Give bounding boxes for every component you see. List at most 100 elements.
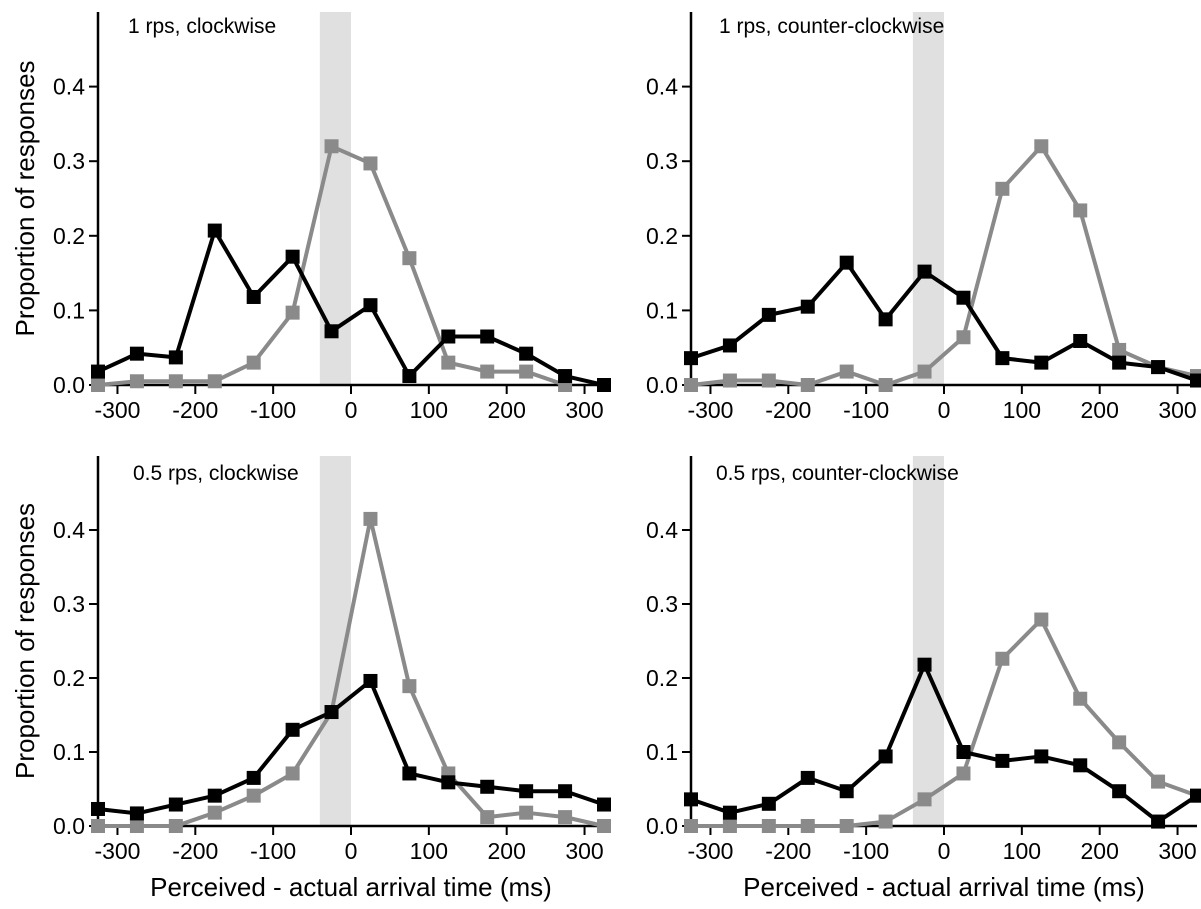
shaded-band (912, 12, 944, 385)
data-point (207, 805, 222, 820)
data-point (363, 511, 378, 526)
data-point (480, 329, 495, 344)
data-point (956, 290, 971, 305)
data-point (878, 378, 893, 392)
y-tick-label: 0.1 (646, 297, 678, 323)
data-point (324, 139, 339, 154)
data-point (91, 801, 105, 816)
data-point (1073, 758, 1088, 773)
data-point (761, 307, 776, 322)
y-axis-label: Proportion of responses (10, 60, 40, 336)
data-point (800, 378, 815, 392)
data-point (363, 298, 378, 313)
data-point (1151, 814, 1166, 829)
data-point (363, 156, 378, 171)
x-tick-label: -300 (687, 838, 733, 864)
data-point (1034, 139, 1049, 154)
panel-2: 0.0 0.1 0.2 0.3 0.4 -300 -200 -100 0 100 200 300 1 r… (646, 12, 1201, 423)
data-point (519, 346, 534, 361)
data-point (956, 766, 971, 781)
x-tick-label: 100 (1003, 397, 1041, 423)
data-point (168, 819, 183, 833)
data-point (558, 369, 573, 384)
data-point (878, 749, 893, 764)
x-tick-label: 0 (938, 397, 951, 423)
data-point (1112, 735, 1127, 750)
x-tick-label: 200 (1081, 838, 1119, 864)
y-tick-label: 0.3 (646, 148, 678, 174)
y-tick-label: 0.4 (646, 74, 678, 100)
data-point (1112, 784, 1127, 799)
panel-title: 0.5 rps, counter-clockwise (716, 462, 959, 485)
data-point (441, 355, 456, 370)
x-tick-label: -200 (765, 397, 811, 423)
data-point (956, 330, 971, 345)
data-point (246, 289, 261, 304)
data-point (761, 373, 776, 388)
data-point (800, 299, 815, 314)
x-tick-label: 0 (345, 397, 358, 423)
data-point (878, 814, 893, 829)
data-point (129, 819, 144, 833)
y-tick-label: 0.3 (53, 148, 85, 174)
data-point (402, 766, 417, 781)
y-tick-label: 0.2 (646, 665, 678, 691)
data-point (761, 819, 776, 833)
data-point (285, 305, 300, 320)
x-tick-label: -300 (687, 397, 733, 423)
data-point (402, 369, 417, 384)
x-tick-label: -100 (250, 838, 296, 864)
data-point (800, 819, 815, 833)
data-point (995, 351, 1010, 366)
y-tick-label: 0.4 (53, 517, 85, 543)
data-point (441, 775, 456, 790)
data-point (558, 784, 573, 799)
data-point (1112, 355, 1127, 370)
data-point (878, 312, 893, 327)
data-point (129, 374, 144, 389)
x-tick-label: -200 (172, 397, 218, 423)
x-tick-label: -100 (843, 397, 889, 423)
panel-title: 1 rps, clockwise (128, 15, 276, 38)
y-tick-label: 0.1 (53, 739, 85, 765)
data-point (1112, 342, 1127, 357)
x-tick-label: -200 (172, 838, 218, 864)
data-point (207, 223, 222, 238)
data-point (1151, 360, 1166, 375)
data-point (722, 338, 737, 353)
data-point (1073, 691, 1088, 706)
y-tick-label: 0.3 (53, 591, 85, 617)
data-point (402, 679, 417, 694)
y-tick-label: 0.2 (53, 665, 85, 691)
data-point (597, 378, 611, 392)
data-point (917, 657, 932, 672)
x-tick-label: 100 (410, 838, 448, 864)
data-point (800, 770, 815, 785)
data-point (1034, 749, 1049, 764)
data-point (402, 251, 417, 266)
data-point (995, 651, 1010, 666)
x-tick-label: 0 (345, 838, 358, 864)
data-point (995, 181, 1010, 196)
data-point (324, 705, 339, 720)
panel-title: 1 rps, counter-clockwise (719, 15, 944, 38)
data-point (168, 350, 183, 365)
data-point (441, 329, 456, 344)
data-point (558, 810, 573, 825)
data-point (917, 364, 932, 379)
data-point (207, 788, 222, 803)
data-point (839, 784, 854, 799)
x-tick-label: 100 (1003, 838, 1041, 864)
data-point (839, 364, 854, 379)
data-point (684, 351, 698, 366)
data-point (722, 819, 737, 833)
y-tick-label: 0.0 (646, 813, 678, 839)
data-point (761, 796, 776, 811)
y-tick-label: 0.3 (646, 591, 678, 617)
data-point (597, 797, 611, 812)
data-point (684, 378, 698, 392)
data-point (480, 810, 495, 825)
x-tick-label: -100 (250, 397, 296, 423)
x-tick-label: 300 (1158, 397, 1196, 423)
